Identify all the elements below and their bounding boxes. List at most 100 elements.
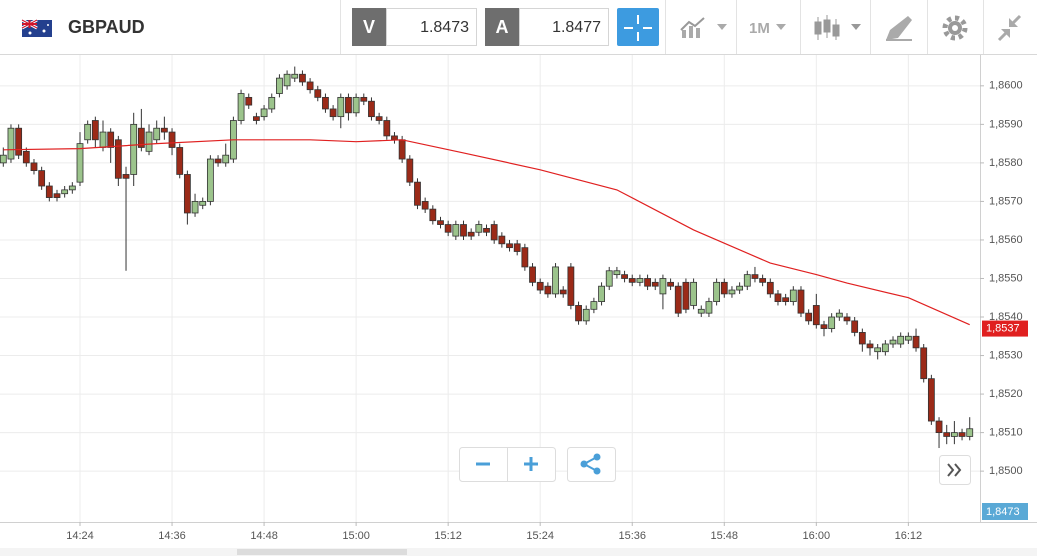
timeframe-button[interactable]: 1M <box>749 20 786 37</box>
y-tick-label: 1,8570 <box>989 195 1023 207</box>
candle-body <box>314 89 322 98</box>
chart-type-button[interactable] <box>680 17 727 38</box>
scrollbar-track <box>0 548 1037 556</box>
share-button[interactable] <box>567 447 616 482</box>
candle-body <box>552 266 559 295</box>
buy-button[interactable]: A 1.8477 <box>485 8 609 46</box>
candle-body <box>352 96 360 114</box>
candle-body <box>605 270 613 287</box>
ma-value-tag <box>982 320 1028 337</box>
zoom-in-button[interactable] <box>524 457 538 471</box>
candle-body <box>122 174 130 179</box>
candle-body <box>191 201 199 214</box>
candle-body <box>904 335 912 341</box>
candle-body <box>391 135 398 141</box>
candle-body <box>45 185 53 198</box>
candle-body <box>667 281 674 287</box>
x-tick-label: 15:00 <box>342 530 370 542</box>
timeframe: 1M <box>749 20 770 37</box>
candle-body <box>506 243 513 249</box>
sell-price: 1.8473 <box>420 19 469 36</box>
candle-body <box>183 174 191 214</box>
x-tick-label: 15:48 <box>711 530 739 542</box>
candle-body <box>598 285 605 303</box>
candle-body <box>751 274 759 279</box>
candle-body <box>30 162 38 171</box>
candle-body <box>199 201 207 206</box>
candle-body <box>153 127 161 141</box>
candle-body <box>529 266 536 283</box>
candle-body <box>137 127 145 148</box>
candle-body <box>490 224 498 241</box>
plot <box>0 66 974 449</box>
x-tick-label: 15:36 <box>618 530 646 542</box>
candle-body <box>621 274 628 279</box>
candle-body <box>713 281 721 303</box>
candle-style-button[interactable] <box>814 15 861 40</box>
candle-body <box>881 343 889 353</box>
candle-body <box>874 347 882 353</box>
scroll-end-button[interactable] <box>939 455 971 485</box>
y-tick-label: 1,8540 <box>989 311 1023 323</box>
candle-body <box>659 278 667 295</box>
y-tick-label: 1,8550 <box>989 272 1023 284</box>
candle-body <box>168 131 176 148</box>
sell-button[interactable]: V 1.8473 <box>352 8 477 46</box>
candle-body <box>582 308 590 322</box>
candle-body <box>107 131 115 148</box>
settings-button[interactable] <box>942 15 968 41</box>
candle-body <box>160 127 168 133</box>
scrollbar-thumb[interactable] <box>237 549 407 555</box>
dividers <box>665 0 984 54</box>
candle-body <box>306 81 314 91</box>
candle-body <box>283 73 291 87</box>
candle-body <box>559 289 567 295</box>
candle-body <box>697 308 705 314</box>
candle-body <box>674 285 682 314</box>
candle-body <box>176 147 184 175</box>
sell-label: V <box>363 17 375 37</box>
candle-body <box>53 193 61 198</box>
candle-body <box>329 108 337 118</box>
candle-body <box>690 281 697 306</box>
buy-price: 1.8477 <box>552 19 601 36</box>
candle-body <box>943 432 951 437</box>
candle-body <box>68 185 76 191</box>
candle-body <box>268 96 276 110</box>
draw-tool-button[interactable] <box>886 16 912 41</box>
candle-body <box>828 316 836 329</box>
candle-body <box>912 335 920 349</box>
candle-body <box>360 96 368 102</box>
candle-body <box>130 123 138 175</box>
candle-body <box>483 227 490 233</box>
candle-body <box>590 301 598 310</box>
candle-body <box>475 224 483 233</box>
candle-body <box>114 139 122 179</box>
candle-body <box>866 343 874 349</box>
crosshair-button[interactable] <box>617 8 659 46</box>
candle-body <box>452 224 460 237</box>
buy-price-box <box>519 8 609 46</box>
candle-body <box>345 96 352 114</box>
candle-body <box>766 281 774 295</box>
candle-body <box>920 347 928 380</box>
x-tick-label: 16:00 <box>803 530 831 542</box>
x-tick-label: 14:24 <box>66 530 94 542</box>
sell-label-box <box>352 8 386 46</box>
candle-body <box>728 289 736 295</box>
buy-label-box <box>485 8 519 46</box>
candle-body <box>91 120 99 141</box>
candle-body <box>644 278 651 287</box>
candle-body <box>0 154 7 164</box>
y-tick-label: 1,8560 <box>989 234 1023 246</box>
candle-body <box>76 143 84 183</box>
candle-body <box>398 139 406 160</box>
collapse-button[interactable] <box>997 14 1022 42</box>
candle-body <box>253 116 260 121</box>
candle-body <box>782 297 790 303</box>
candle-body <box>15 127 23 156</box>
candle-body <box>935 420 943 434</box>
candle-body <box>843 316 851 322</box>
x-tick-label: 16:12 <box>895 530 923 542</box>
